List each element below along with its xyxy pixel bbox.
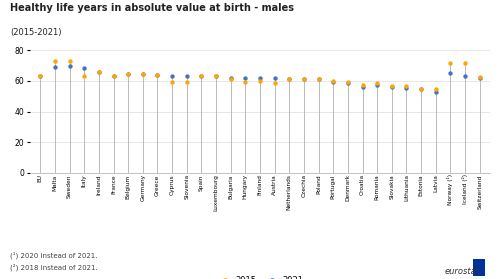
Point (270, 76, 278, 80)
Point (300, 77, 308, 81)
Point (286, 76, 294, 81)
Point (110, 74, 118, 78)
Point (51, 65, 59, 69)
Point (300, 77, 308, 81)
Point (446, 71, 454, 75)
Point (402, 86, 410, 90)
Point (154, 73, 162, 77)
Point (168, 80, 176, 85)
Point (212, 73, 220, 78)
Point (461, 61, 469, 66)
Text: eurostat: eurostat (445, 267, 480, 276)
Point (417, 86, 425, 91)
Point (212, 73, 220, 78)
Point (476, 75, 484, 79)
Point (270, 81, 278, 85)
Point (110, 73, 118, 78)
Point (314, 77, 322, 81)
Point (432, 86, 440, 91)
Point (242, 80, 250, 85)
Text: Healthy life years in absolute value at birth - males: Healthy life years in absolute value at … (10, 3, 294, 13)
Point (373, 83, 381, 87)
Point (432, 90, 440, 95)
Point (329, 80, 337, 84)
Point (198, 73, 205, 78)
Point (51, 59, 59, 63)
Point (198, 74, 205, 78)
Point (66, 59, 74, 63)
Point (95, 70, 103, 75)
Point (66, 64, 74, 69)
Text: (2015-2021): (2015-2021) (10, 28, 62, 37)
Point (226, 76, 234, 81)
Point (314, 77, 322, 81)
Legend: 2015, 2021: 2015, 2021 (213, 273, 307, 279)
Point (461, 74, 469, 78)
Point (373, 81, 381, 85)
Point (358, 85, 366, 89)
Text: (¹) 2020 instead of 2021.: (¹) 2020 instead of 2021. (10, 251, 98, 259)
Point (36, 74, 44, 78)
Point (139, 72, 147, 76)
Point (388, 83, 396, 88)
Point (286, 76, 294, 81)
Point (183, 80, 191, 85)
Point (154, 73, 162, 77)
Point (358, 83, 366, 87)
Point (256, 79, 264, 83)
Point (242, 76, 250, 80)
Point (388, 85, 396, 89)
Point (344, 81, 352, 85)
Point (80, 66, 88, 70)
Point (329, 79, 337, 83)
Point (226, 76, 234, 80)
Point (344, 80, 352, 84)
Point (124, 72, 132, 76)
Point (36, 73, 44, 78)
Point (256, 76, 264, 80)
Point (402, 83, 410, 88)
Point (417, 86, 425, 91)
Point (476, 76, 484, 80)
Point (80, 74, 88, 78)
Point (446, 61, 454, 66)
Text: (²) 2018 instead of 2021.: (²) 2018 instead of 2021. (10, 264, 98, 271)
Point (168, 73, 176, 78)
Point (95, 70, 103, 75)
Point (139, 72, 147, 76)
Point (124, 72, 132, 76)
Point (183, 73, 191, 78)
